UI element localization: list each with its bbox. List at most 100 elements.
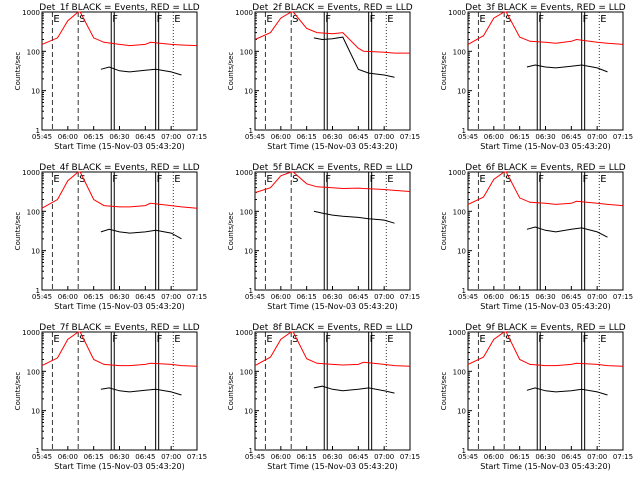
x-tick-label: 06:30 — [535, 453, 555, 461]
x-axis-label: Start Time (15-Nov-03 05:43:20) — [267, 462, 397, 471]
event-marker-label: F — [583, 174, 589, 185]
x-tick-label: 06:00 — [484, 293, 504, 301]
chart-panel: Det_9f BLACK = Events, RED = LLD 1 10 100 10… — [440, 323, 633, 471]
event-marker-label: E — [266, 174, 272, 185]
y-tick-label: 1000 — [22, 329, 40, 337]
x-tick-label: 06:45 — [135, 293, 155, 301]
x-tick-label: 06:00 — [271, 453, 291, 461]
event-marker-label: E — [266, 334, 272, 345]
x-tick-label: 07:15 — [613, 453, 633, 461]
x-tick-label: 07:15 — [400, 453, 420, 461]
plot-frame — [467, 171, 624, 291]
chart-panel: Det_8f BLACK = Events, RED = LLD 1 10 100 10… — [227, 323, 420, 471]
x-tick-label: 06:30 — [109, 293, 129, 301]
y-tick-label: 1000 — [22, 9, 40, 17]
series-line — [313, 385, 395, 394]
event-marker-label: E — [600, 14, 606, 25]
series-line — [100, 387, 182, 396]
event-marker-label: S — [505, 14, 511, 25]
y-tick-label: 100 — [27, 368, 40, 376]
x-tick-label: 05:45 — [32, 293, 52, 301]
y-axis-label: Counts/sec — [14, 52, 22, 91]
y-tick-label: 10 — [244, 248, 253, 256]
event-marker-label: F — [112, 14, 118, 25]
y-tick-label: 10 — [244, 408, 253, 416]
y-tick-label: 1000 — [448, 169, 466, 177]
x-tick-label: 06:30 — [109, 133, 129, 141]
event-marker-label: E — [387, 334, 393, 345]
series-line — [254, 171, 411, 194]
x-axis-label: Start Time (15-Nov-03 05:43:20) — [54, 462, 184, 471]
y-tick-label: 100 — [240, 48, 253, 56]
x-tick-label: 07:15 — [613, 293, 633, 301]
x-tick-label: 06:00 — [484, 133, 504, 141]
x-tick-label: 07:15 — [400, 293, 420, 301]
chart-title: Det_8f BLACK = Events, RED = LLD — [252, 323, 412, 333]
event-marker-label: E — [479, 174, 485, 185]
chart-panel: Det_1f BLACK = Events, RED = LLD 1 10 100 10… — [14, 3, 207, 151]
event-marker-label: S — [292, 174, 298, 185]
event-marker-label: S — [505, 174, 511, 185]
event-marker-label: F — [370, 174, 376, 185]
x-axis-label: Start Time (15-Nov-03 05:43:20) — [267, 302, 397, 311]
x-tick-label: 06:30 — [322, 133, 342, 141]
x-axis-label: Start Time (15-Nov-03 05:43:20) — [480, 462, 610, 471]
x-tick-label: 06:45 — [561, 293, 581, 301]
event-marker-label: F — [370, 334, 376, 345]
x-tick-label: 07:00 — [374, 133, 394, 141]
plot-frame — [467, 11, 624, 131]
series-line — [254, 11, 410, 54]
y-tick-label: 100 — [453, 368, 466, 376]
event-marker-label: S — [79, 14, 85, 25]
event-marker-label: F — [583, 334, 589, 345]
x-axis-label: Start Time (15-Nov-03 05:43:20) — [267, 142, 397, 151]
chart-panel: Det_2f BLACK = Events, RED = LLD 1 10 100 10… — [227, 3, 420, 151]
x-tick-label: 07:15 — [187, 293, 207, 301]
x-tick-label: 06:30 — [322, 453, 342, 461]
y-tick-label: 10 — [457, 408, 466, 416]
y-tick-label: 100 — [453, 48, 466, 56]
y-axis-label: Counts/sec — [227, 52, 235, 91]
chart-panel: Det_4f BLACK = Events, RED = LLD 1 10 100 10… — [14, 163, 207, 311]
event-marker-label: S — [79, 334, 85, 345]
event-marker-label: F — [112, 174, 118, 185]
y-tick-label: 10 — [457, 248, 466, 256]
x-tick-label: 06:15 — [84, 133, 104, 141]
y-tick-label: 100 — [27, 48, 40, 56]
series-line — [313, 36, 395, 78]
series-line — [526, 226, 608, 238]
x-tick-label: 06:45 — [561, 133, 581, 141]
x-tick-label: 07:00 — [374, 293, 394, 301]
x-tick-label: 07:15 — [187, 453, 207, 461]
x-tick-label: 06:00 — [58, 133, 78, 141]
x-tick-label: 06:00 — [58, 453, 78, 461]
x-tick-label: 06:15 — [84, 293, 104, 301]
x-tick-label: 07:00 — [161, 133, 181, 141]
y-tick-label: 1000 — [448, 329, 466, 337]
y-tick-label: 100 — [453, 208, 466, 216]
series-line — [41, 331, 198, 367]
y-tick-label: 10 — [244, 88, 253, 96]
event-marker-label: E — [174, 14, 180, 25]
x-tick-label: 05:45 — [245, 133, 265, 141]
y-tick-label: 1000 — [235, 169, 253, 177]
series-line — [100, 66, 182, 76]
chart-panel: Det_3f BLACK = Events, RED = LLD 1 10 100 10… — [440, 3, 633, 151]
event-marker-label: F — [325, 14, 331, 25]
y-tick-label: 1 — [36, 447, 40, 455]
x-tick-label: 06:15 — [510, 293, 530, 301]
y-tick-label: 1000 — [235, 329, 253, 337]
event-marker-label: S — [292, 14, 298, 25]
x-tick-label: 06:00 — [58, 293, 78, 301]
event-marker-label: F — [538, 14, 544, 25]
y-axis-label: Counts/sec — [440, 52, 448, 91]
x-axis-label: Start Time (15-Nov-03 05:43:20) — [480, 302, 610, 311]
x-tick-label: 05:45 — [245, 293, 265, 301]
x-tick-label: 05:45 — [458, 293, 478, 301]
event-marker-label: S — [79, 174, 85, 185]
x-tick-label: 07:00 — [587, 133, 607, 141]
series-line — [313, 210, 395, 224]
y-axis-label: Counts/sec — [227, 372, 235, 411]
y-tick-label: 10 — [31, 248, 40, 256]
